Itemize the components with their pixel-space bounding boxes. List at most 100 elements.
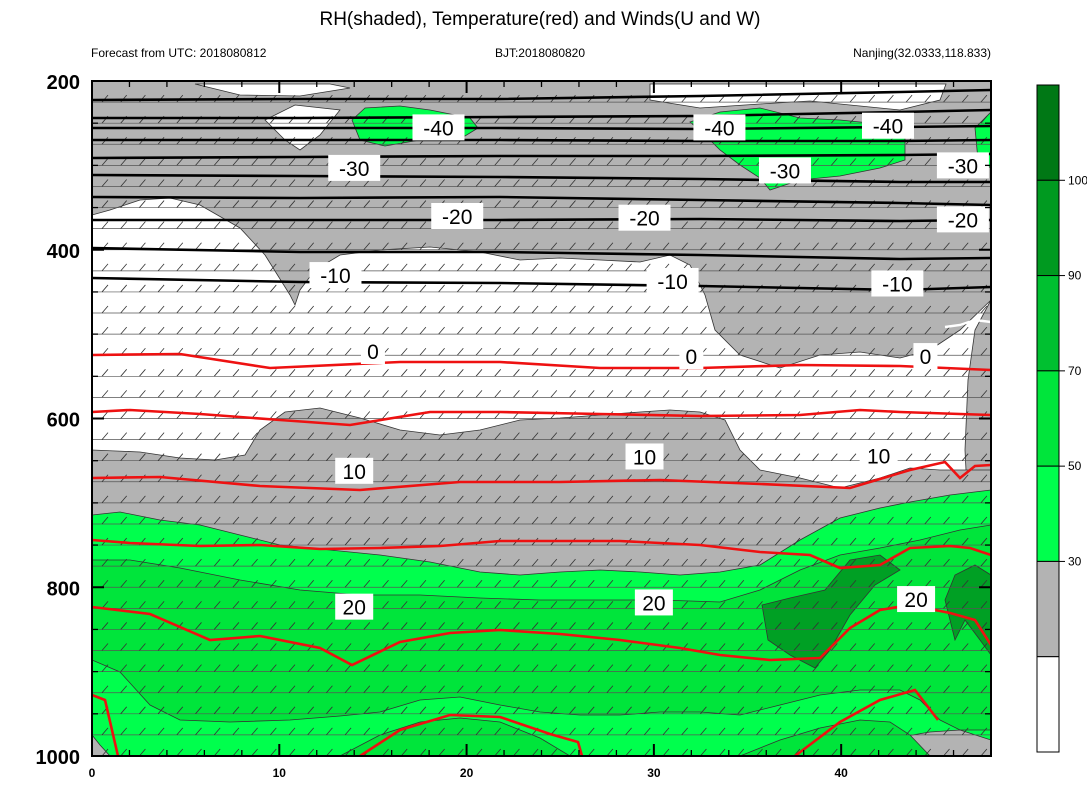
wind-barb (288, 432, 296, 440)
wind-barb (494, 664, 502, 672)
wind-barb (905, 748, 913, 756)
wind-barb (513, 706, 520, 715)
wind-barb (587, 453, 595, 461)
wind-barb (456, 643, 464, 651)
wind-barb (718, 242, 726, 251)
wind-barb (830, 326, 838, 335)
wind-barb (345, 81, 346, 82)
wind-barb (587, 221, 595, 229)
wind-barb (681, 305, 689, 314)
wind-barb (887, 748, 894, 756)
wind-barb (961, 601, 969, 609)
wind-barb (924, 326, 932, 335)
wind-barb (550, 516, 558, 525)
wind-barb (643, 432, 651, 440)
temp-label-bg (758, 157, 811, 184)
wind-barb (363, 685, 371, 693)
rh-gap-upper-1 (194, 83, 351, 97)
wind-barb (158, 81, 159, 82)
wind-barb (456, 706, 464, 715)
wind-barb (456, 579, 464, 588)
wind-barb (251, 369, 258, 377)
wind-barb (662, 685, 670, 693)
wind-barb (494, 474, 502, 483)
wind-barb (812, 727, 819, 736)
wind-barb (251, 453, 258, 461)
wind-barb (718, 453, 726, 461)
wind-barb (101, 495, 109, 504)
wind-barb (831, 81, 832, 82)
wind-barb (569, 326, 576, 335)
temp-label: -10 (882, 274, 912, 297)
wind-barb (569, 516, 576, 525)
wind-barb (475, 516, 483, 525)
wind-barb (868, 263, 876, 272)
wind-barb (269, 643, 277, 651)
wind-barb (494, 748, 502, 756)
wind-barb (139, 579, 146, 588)
wind-barb (718, 685, 726, 693)
wind-barb (382, 453, 389, 461)
wind-barb (494, 347, 502, 356)
wind-barb (943, 537, 950, 546)
wind-barb (681, 221, 689, 229)
wind-barb (101, 284, 109, 293)
wind-barb (400, 579, 408, 588)
wind-barb (550, 622, 558, 630)
wind-barb (905, 727, 913, 736)
temp-label-bg (625, 443, 664, 470)
wind-barb (587, 516, 595, 525)
wind-barb (419, 158, 427, 166)
wind-barb (737, 263, 745, 272)
wind-barb (363, 221, 371, 229)
wind-barb (887, 727, 894, 736)
wind-barb (756, 622, 763, 630)
wind-barb (793, 390, 801, 398)
wind-barb (868, 622, 876, 630)
wind-barb (344, 664, 352, 672)
wind-barb (101, 326, 109, 335)
temp-contour (92, 195, 991, 207)
temp-contour (92, 88, 991, 102)
wind-barb (494, 326, 502, 335)
wind-barb (476, 81, 477, 82)
wind-barb (718, 263, 726, 272)
wind-barb (157, 685, 165, 693)
wind-barb (157, 369, 165, 377)
wind-barb (606, 305, 614, 314)
wind-barb (213, 200, 221, 208)
wind-barb (681, 601, 689, 609)
wind-barb (269, 326, 277, 335)
wind-barb (326, 664, 333, 672)
wind-barb (587, 748, 595, 756)
wind-barb (213, 727, 221, 736)
wind-barb (737, 601, 745, 609)
wind-barb (849, 685, 857, 693)
wind-barb (625, 158, 632, 166)
wind-barb (887, 263, 894, 272)
wind-barb (195, 158, 202, 166)
wind-barb (943, 326, 950, 335)
wind-barb (662, 727, 670, 736)
wind-barb (961, 537, 969, 546)
wind-barb (382, 221, 389, 229)
wind-barb (961, 622, 969, 630)
wind-barb (213, 158, 221, 166)
wind-barb (700, 200, 707, 208)
wind-barb (569, 643, 576, 651)
wind-barb (363, 432, 371, 440)
wind-barb (943, 579, 950, 588)
temp-contour (92, 108, 991, 120)
wind-barb (569, 495, 576, 504)
wind-barb (120, 706, 128, 715)
wind-barb (456, 495, 464, 504)
wind-barb (176, 284, 184, 293)
wind-barb (980, 326, 988, 335)
wind-barb (887, 158, 894, 166)
wind-barb (830, 115, 838, 124)
wind-barb (531, 263, 539, 272)
wind-barb (195, 179, 202, 187)
rh-fill-dark-green-1 (761, 554, 901, 669)
wind-barb (812, 115, 819, 124)
wind-barb (176, 305, 184, 314)
